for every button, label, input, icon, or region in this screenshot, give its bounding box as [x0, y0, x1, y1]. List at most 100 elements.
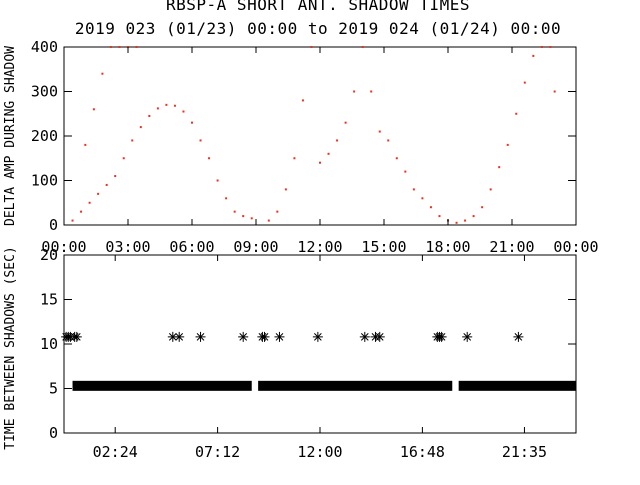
top-data-point	[310, 46, 313, 48]
top-x-tick-label: 06:00	[169, 238, 214, 256]
asterisk-stroke	[360, 333, 369, 341]
asterisk-stroke	[314, 333, 322, 341]
top-data-point	[118, 46, 121, 48]
bottom-y-tick-label: 10	[40, 335, 58, 353]
top-data-point	[438, 215, 441, 218]
top-y-tick-label: 300	[31, 83, 58, 101]
top-series-points	[71, 46, 556, 224]
asterisk-band-segment	[458, 380, 576, 391]
bottom-series-points	[61, 331, 576, 391]
asterisk-point	[462, 331, 473, 342]
asterisk-stroke	[514, 333, 523, 341]
asterisk-stroke	[260, 333, 269, 341]
bottom-x-ticks: 02:24 07:12 12:00 16:48 21:35	[93, 255, 547, 461]
top-x-tick-label: 12:00	[297, 238, 342, 256]
top-data-point	[122, 157, 125, 160]
top-data-point	[80, 210, 83, 213]
top-data-point	[109, 46, 112, 48]
top-data-point	[553, 90, 556, 93]
top-data-point	[148, 114, 151, 117]
top-data-point	[395, 157, 398, 160]
bottom-y-tick-label: 0	[49, 424, 58, 442]
top-x-ticks: 00:00 03:00 06:00 09:00 12:00 15:00 18:00 21:00…	[41, 47, 599, 256]
top-x-tick-label: 09:00	[233, 238, 278, 256]
bottom-x-tick-label: 02:24	[93, 443, 138, 461]
top-plot-frame	[63, 46, 577, 226]
asterisk-stroke	[168, 333, 177, 341]
top-y-tick-label: 200	[31, 127, 58, 145]
top-data-point	[233, 210, 236, 213]
top-data-point	[327, 152, 330, 155]
top-data-point	[506, 143, 509, 146]
top-data-point	[101, 72, 104, 75]
top-data-point	[165, 103, 168, 106]
bottom-y-ticks: 0 5 10 15 20	[40, 246, 576, 442]
top-data-point	[404, 170, 407, 173]
asterisk-point	[195, 331, 206, 342]
top-data-point	[71, 219, 74, 222]
top-y-tick-label: 100	[31, 172, 58, 190]
top-data-point	[293, 157, 296, 160]
top-data-point	[464, 219, 467, 222]
top-data-point	[515, 112, 518, 115]
top-x-tick-label: 00:00	[553, 238, 598, 256]
top-data-point	[429, 206, 432, 209]
top-data-point	[182, 110, 185, 113]
bottom-x-tick-label: 16:48	[400, 443, 445, 461]
chart-subtitle: 2019 023 (01/23) 00:00 to 2019 024 (01/2…	[75, 19, 561, 38]
top-data-point	[88, 201, 91, 204]
asterisk-stroke	[463, 333, 472, 341]
bottom-panel: 02:24 07:12 12:00 16:48 21:35 0 5 10 15 20 TIME …	[3, 246, 577, 461]
asterisk-band-segment	[258, 380, 453, 391]
asterisk-point	[274, 331, 285, 342]
top-data-point	[455, 221, 458, 224]
asterisk-point	[436, 331, 447, 342]
top-y-axis-label: DELTA AMP DURING SHADOW	[3, 46, 18, 226]
top-data-point	[135, 46, 138, 48]
top-x-tick-label: 03:00	[105, 238, 150, 256]
asterisk-stroke	[175, 333, 184, 341]
top-data-point	[353, 90, 356, 93]
asterisk-stroke	[239, 333, 248, 341]
top-data-point	[92, 108, 95, 111]
top-data-point	[370, 90, 373, 93]
top-panel: 00:00 03:00 06:00 09:00 12:00 15:00 18:00 21:00…	[3, 38, 599, 256]
top-data-point	[284, 188, 287, 191]
bottom-y-tick-label: 5	[49, 380, 58, 398]
top-data-point	[139, 126, 142, 129]
top-data-point	[387, 139, 390, 142]
top-data-point	[361, 46, 364, 48]
top-data-point	[199, 139, 202, 142]
asterisk-point	[259, 331, 270, 342]
top-data-point	[498, 166, 501, 169]
bottom-y-tick-label: 20	[40, 246, 58, 264]
bottom-x-tick-label: 21:35	[502, 443, 547, 461]
top-data-point	[97, 192, 100, 195]
top-y-tick-label: 0	[49, 216, 58, 234]
asterisk-point	[359, 331, 370, 342]
asterisk-stroke	[275, 333, 284, 341]
top-data-point	[336, 139, 339, 142]
top-x-tick-label: 18:00	[425, 238, 470, 256]
top-data-point	[216, 179, 219, 182]
top-data-point	[540, 46, 543, 48]
top-data-point	[225, 197, 228, 200]
chart-title: RBSP-A SHORT ANT. SHADOW TIMES	[166, 0, 470, 14]
top-data-point	[267, 219, 270, 222]
top-data-point	[242, 215, 245, 218]
top-data-point	[319, 161, 321, 164]
asterisk-point	[238, 331, 249, 342]
asterisk-point	[513, 331, 524, 342]
bottom-x-tick-label: 12:00	[297, 443, 342, 461]
bottom-y-axis-label: TIME BETWEEN SHADOWS (SEC)	[3, 246, 18, 450]
top-data-point	[489, 188, 492, 191]
asterisk-point	[71, 331, 82, 342]
top-data-point	[173, 104, 176, 107]
top-data-point	[523, 81, 526, 84]
top-data-point	[549, 46, 552, 48]
top-data-point	[472, 215, 475, 218]
top-data-point	[131, 139, 134, 142]
top-data-point	[105, 183, 108, 186]
asterisk-point	[312, 331, 323, 342]
